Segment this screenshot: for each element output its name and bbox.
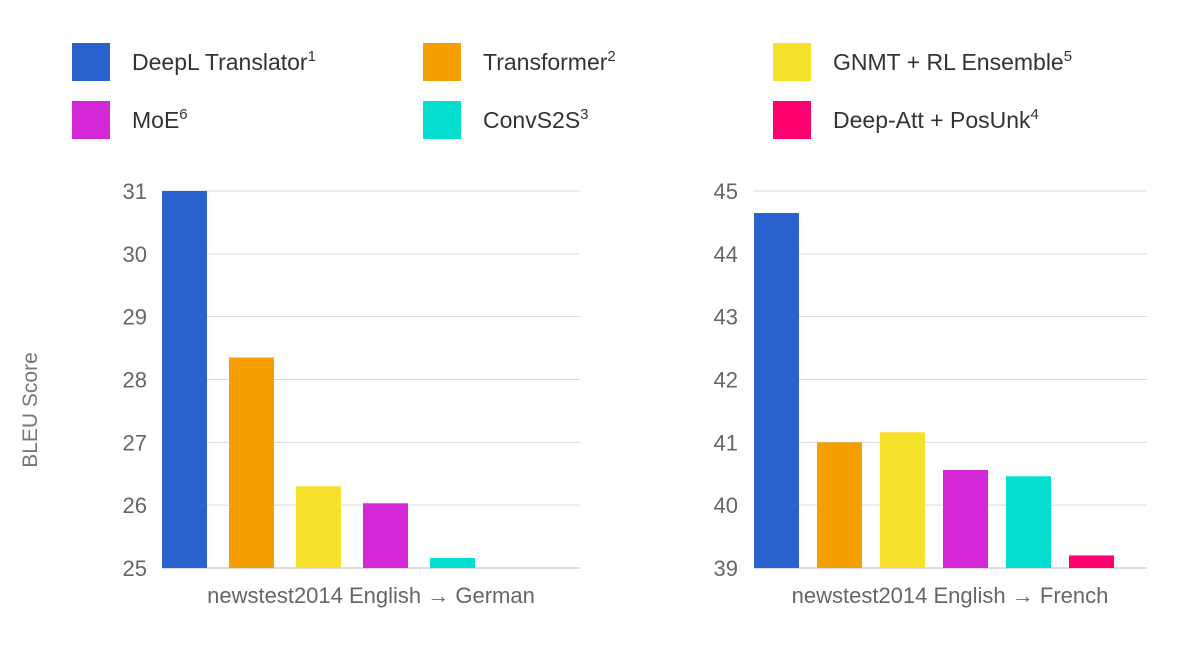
y-tick-label: 31: [123, 179, 147, 204]
bar-transformer: [229, 357, 274, 568]
legend-swatch: [423, 43, 461, 81]
x-axis-label: newstest2014 English → German: [207, 583, 535, 608]
legend-label: MoE6: [132, 105, 188, 133]
legend-item-transformer: Transformer2: [423, 42, 616, 82]
legend-label: Deep-Att + PosUnk4: [833, 105, 1039, 133]
y-tick-label: 26: [123, 493, 147, 518]
y-tick-label: 45: [714, 179, 738, 204]
legend-swatch: [773, 43, 811, 81]
legend-item-gnmt: GNMT + RL Ensemble5: [773, 42, 1072, 82]
legend-swatch: [773, 101, 811, 139]
bar-moe: [943, 469, 988, 568]
bar-deepl-translator: [754, 212, 799, 568]
x-axis-label: newstest2014 English → French: [792, 583, 1109, 608]
y-tick-label: 29: [123, 305, 147, 330]
y-axis-label: BLEU Score: [19, 352, 42, 468]
bar-deepl-translator: [162, 191, 207, 568]
y-tick-label: 27: [123, 430, 147, 455]
y-tick-label: 40: [714, 493, 738, 518]
bar-transformer: [817, 442, 862, 568]
y-tick-label: 42: [714, 368, 738, 393]
bar-convs2s: [430, 557, 475, 568]
legend-item-moe: MoE6: [72, 100, 188, 140]
legend-swatch: [72, 43, 110, 81]
legend: DeepL Translator1 Transformer2 GNMT + RL…: [0, 0, 1191, 160]
legend-swatch: [72, 101, 110, 139]
bar-gnmt-rl-ensemble: [296, 486, 341, 568]
y-tick-label: 43: [714, 305, 738, 330]
bar-moe: [363, 503, 408, 568]
y-tick-label: 30: [123, 242, 147, 267]
y-tick-label: 25: [123, 556, 147, 581]
bar-deep-att-posunk: [1069, 555, 1114, 568]
bar-convs2s: [1006, 476, 1051, 568]
legend-label: GNMT + RL Ensemble5: [833, 47, 1073, 75]
legend-label: ConvS2S3: [483, 105, 589, 133]
legend-item-deepl: DeepL Translator1: [72, 42, 316, 82]
legend-swatch: [423, 101, 461, 139]
legend-item-deepatt: Deep-Att + PosUnk4: [773, 100, 1039, 140]
legend-label: DeepL Translator1: [132, 47, 316, 75]
y-tick-label: 39: [714, 556, 738, 581]
bar-gnmt-rl-ensemble: [880, 432, 925, 568]
y-tick-label: 41: [714, 430, 738, 455]
y-tick-label: 28: [123, 368, 147, 393]
y-tick-label: 44: [714, 242, 738, 267]
legend-item-convs2s: ConvS2S3: [423, 100, 589, 140]
legend-label: Transformer2: [483, 47, 616, 75]
